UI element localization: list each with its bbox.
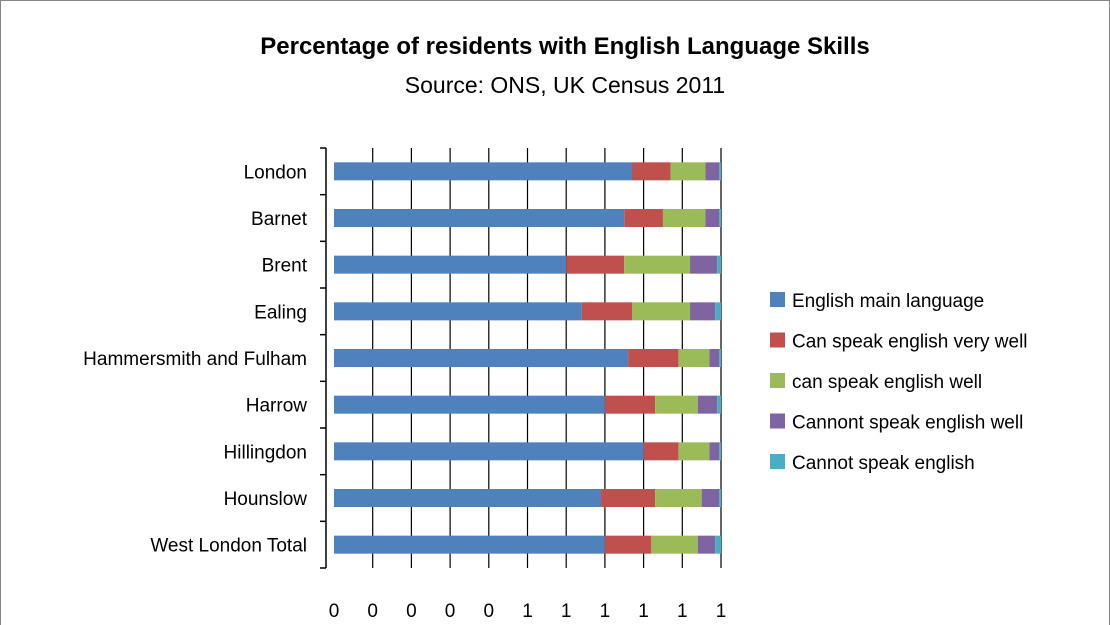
chart-subtitle: Source: ONS, UK Census 2011	[405, 72, 725, 98]
bar-segment	[715, 535, 721, 554]
category-label: West London Total	[150, 536, 307, 557]
x-tick-label: 1	[638, 601, 649, 622]
bar-segment	[705, 162, 720, 181]
bar-segment	[690, 302, 716, 321]
legend-label: Can speak english very well	[792, 332, 1028, 353]
bar-segment	[334, 442, 644, 461]
legend-swatch	[770, 373, 785, 388]
bar-segment	[719, 442, 721, 461]
bar-segment	[697, 535, 716, 554]
bar-segment	[678, 349, 710, 367]
bar-segment	[631, 302, 691, 321]
bar-segment	[566, 255, 625, 274]
bar-segment	[624, 255, 691, 274]
bar-segment	[334, 209, 625, 227]
x-tick-label: 0	[367, 601, 378, 622]
bar-segment	[690, 255, 718, 274]
bar-segment	[701, 489, 720, 507]
bar-segment	[601, 489, 656, 507]
bar-segment	[717, 395, 721, 414]
x-tick-label: 0	[445, 601, 456, 622]
legend-swatch	[770, 413, 785, 429]
bars-layer	[334, 162, 721, 554]
bar-segment	[678, 442, 710, 461]
bar-segment	[655, 395, 698, 414]
category-label: Hounslow	[224, 489, 308, 510]
bar-segment	[662, 209, 706, 227]
bar-segment	[651, 535, 698, 554]
bar-segment	[334, 302, 582, 321]
legend-label: English main language	[792, 291, 984, 312]
legend-label: Cannot speak english	[792, 453, 975, 474]
bar-segment	[705, 209, 720, 227]
x-tick-label: 0	[329, 601, 340, 622]
category-label: Barnet	[251, 209, 308, 230]
legend-label: can speak english well	[792, 372, 982, 393]
chart-title: Percentage of residents with English Lan…	[260, 33, 869, 60]
legend-label: Cannont speak english well	[792, 413, 1023, 434]
bar-segment	[719, 489, 721, 507]
legend-swatch	[770, 292, 785, 307]
bar-segment	[655, 489, 702, 507]
bar-segment	[719, 209, 721, 227]
bar-segment	[670, 162, 706, 181]
category-label: London	[244, 162, 307, 183]
x-tick-label: 0	[406, 601, 417, 622]
x-tick-label: 1	[677, 601, 688, 622]
bar-segment	[334, 395, 605, 414]
bar-segment	[697, 395, 718, 414]
category-label: Harrow	[246, 396, 308, 417]
legend-swatch	[770, 332, 785, 348]
bar-segment	[709, 349, 720, 367]
bar-segment	[334, 489, 602, 507]
bar-segment	[719, 349, 721, 367]
bar-segment	[719, 162, 721, 181]
bar-segment	[631, 162, 671, 181]
axis-layer	[320, 147, 327, 569]
bar-segment	[604, 535, 652, 554]
x-tick-label: 1	[716, 601, 727, 622]
bar-segment	[624, 209, 663, 227]
category-label: Hammersmith and Fulham	[83, 349, 307, 370]
bar-segment	[628, 349, 679, 367]
bar-segment	[709, 442, 720, 461]
bar-segment	[581, 302, 632, 321]
bar-segment	[717, 255, 721, 274]
x-tick-labels: 0 0 0 0 0 1 1 1 1 1 1	[329, 601, 727, 622]
bar-segment	[715, 302, 721, 321]
x-tick-label: 1	[561, 601, 572, 622]
bar-segment	[643, 442, 679, 461]
x-tick-label: 1	[522, 601, 533, 622]
bar-segment	[604, 395, 656, 414]
bar-segment	[334, 535, 605, 554]
legend: English main language Can speak english v…	[770, 291, 1028, 474]
x-tick-label: 1	[600, 601, 611, 622]
bar-segment	[334, 255, 567, 274]
category-label: Brent	[262, 256, 308, 277]
x-tick-label: 0	[484, 601, 495, 622]
legend-swatch	[770, 454, 785, 469]
category-label: Hillingdon	[224, 442, 307, 463]
category-labels: London Barnet Brent Ealing Hammersmith and F…	[83, 162, 308, 556]
category-label: Ealing	[254, 302, 307, 323]
bar-segment	[334, 162, 632, 181]
bar-segment	[334, 349, 629, 367]
